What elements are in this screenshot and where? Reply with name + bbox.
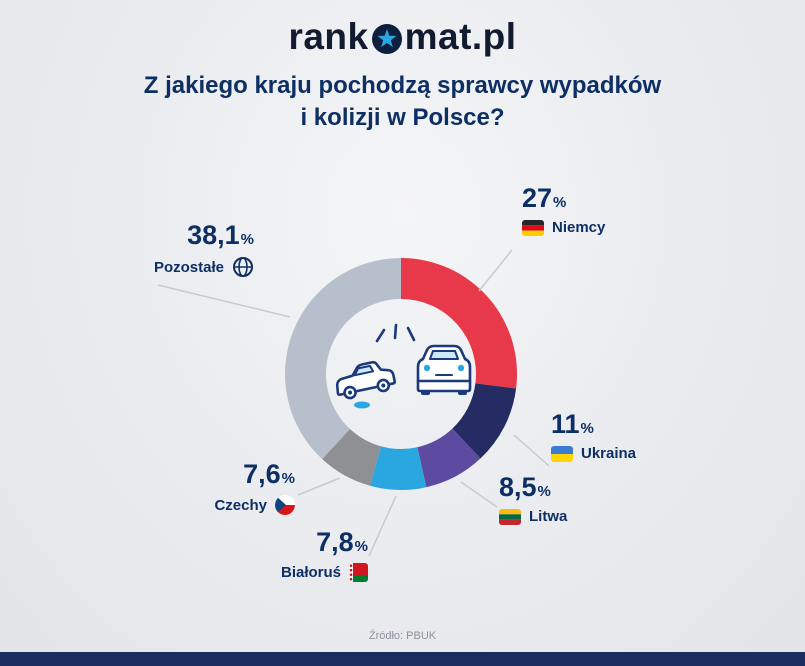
percent-value: 7,6% xyxy=(243,459,295,489)
segment-name: Czechy xyxy=(214,496,267,514)
percent-value: 11% xyxy=(551,409,594,439)
leader-line xyxy=(297,477,341,496)
source-note: Źródło: PBUK xyxy=(368,630,437,642)
ukraine-flag-icon xyxy=(551,445,573,462)
donut-segment-bialorus xyxy=(370,446,427,490)
donut-segment-litwa xyxy=(417,428,481,488)
segment-name: Niemcy xyxy=(552,219,606,236)
leader-line xyxy=(157,284,291,318)
donut-segment-niemcy xyxy=(401,258,518,389)
lithuania-flag-icon xyxy=(499,508,521,525)
donut-segment-pozostale xyxy=(285,258,401,460)
donut-segment-ukraina xyxy=(452,383,517,459)
chart-label-niemcy: 27% Niemcy xyxy=(522,185,605,236)
footer-bar xyxy=(0,652,805,666)
leader-line xyxy=(478,249,513,292)
title-line-2: i kolizji w Polsce? xyxy=(300,103,505,131)
car-front-icon xyxy=(416,344,472,395)
segment-name: Ukraina xyxy=(581,445,637,462)
rankomat-logo: rank mat.pl xyxy=(0,16,805,58)
belarus-flag-icon xyxy=(349,563,368,582)
logo-text-before: rank xyxy=(288,16,369,57)
chart-label-ukraina: 11% Ukraina xyxy=(551,411,636,462)
chart-label-pozostale: 38,1% Pozostałe xyxy=(130,222,254,278)
leader-line xyxy=(513,434,550,467)
donut-segment-czechy xyxy=(322,428,381,486)
leader-line xyxy=(368,495,397,557)
chart-label-bialorus: 7,8% Białoruś xyxy=(268,529,368,582)
leader-line xyxy=(460,481,498,508)
title-line-1: Z jakiego kraju pochodzą sprawcy wypadkó… xyxy=(143,72,662,99)
car-crash-icon xyxy=(335,323,472,409)
logo-text-after: mat.pl xyxy=(404,16,517,57)
chart-label-litwa: 8,5% Litwa xyxy=(499,474,567,525)
germany-flag-icon xyxy=(522,219,544,236)
chart-label-czechy: 7,6% Czechy xyxy=(196,461,295,515)
percent-value: 38,1% xyxy=(187,220,254,250)
globe-icon xyxy=(233,257,253,277)
percent-value: 8,5% xyxy=(499,472,551,502)
percent-value: 7,8% xyxy=(316,527,368,557)
logo-star-icon xyxy=(371,23,402,54)
segment-name: Litwa xyxy=(529,508,568,525)
crashed-car-side-icon xyxy=(335,361,397,400)
percent-value: 27% xyxy=(522,183,567,213)
czech-flag-icon xyxy=(275,495,295,515)
leader-lines xyxy=(157,249,550,557)
segment-name: Pozostałe xyxy=(153,258,224,276)
page-title: Z jakiego kraju pochodzą sprawcy wypadkó… xyxy=(0,70,805,133)
segment-name: Białoruś xyxy=(280,564,341,581)
